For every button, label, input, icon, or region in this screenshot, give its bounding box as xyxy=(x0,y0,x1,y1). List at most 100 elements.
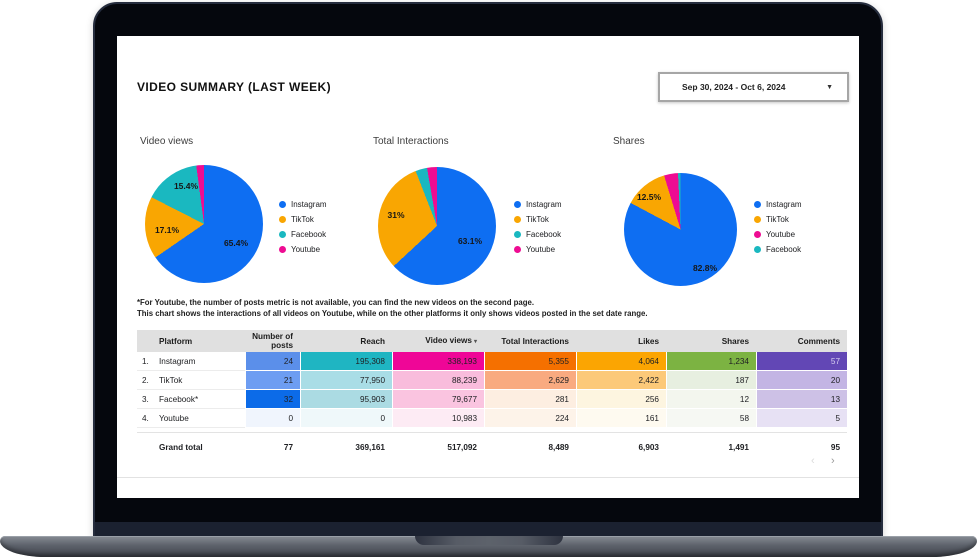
table-cell: 32 xyxy=(245,390,300,409)
table-cell: 2,422 xyxy=(576,371,666,390)
column-header-number-of-posts[interactable]: Number of posts xyxy=(252,332,293,350)
chevron-down-icon: ▼ xyxy=(826,83,833,91)
table-cell: 57 xyxy=(756,352,847,371)
chart-title-total-interactions: Total Interactions xyxy=(373,136,449,147)
legend-label: TikTok xyxy=(291,214,314,224)
legend-dot-instagram xyxy=(754,200,761,208)
next-page-icon[interactable]: › xyxy=(831,455,835,467)
pie-chart-shares xyxy=(624,173,737,286)
legend-dot-facebook xyxy=(279,230,286,238)
table-cell: 1,234 xyxy=(666,352,756,371)
table-cell: 224 xyxy=(484,409,576,428)
table-row-tiktok: 2. TikTok 21 77,950 88,239 2,629 2,422 18… xyxy=(137,371,847,390)
dashboard-screen: VIDEO SUMMARY (LAST WEEK) Sep 30, 2024 -… xyxy=(117,36,859,498)
table-cell: 24 xyxy=(245,352,300,371)
previous-page-icon[interactable]: ‹ xyxy=(811,455,815,467)
grand-total-value: 517,092 xyxy=(447,442,477,452)
column-header-reach[interactable]: Reach xyxy=(360,336,385,346)
platform-cell: 1. Instagram xyxy=(137,352,245,371)
pie2-label-tiktok: 31% xyxy=(387,210,405,220)
row-index: 1. xyxy=(142,356,149,366)
legend-dot-instagram xyxy=(279,200,286,208)
table-cell: 79,677 xyxy=(392,390,484,409)
page-divider xyxy=(117,477,859,478)
legend-label: Youtube xyxy=(526,244,556,254)
table-cell: 88,239 xyxy=(392,371,484,390)
grand-total-label: Grand total xyxy=(159,442,203,452)
legend-dot-youtube xyxy=(279,245,286,253)
column-header-comments[interactable]: Comments xyxy=(797,336,840,346)
legend-dot-facebook xyxy=(754,245,761,253)
legend-label: TikTok xyxy=(766,214,789,224)
laptop-base xyxy=(0,536,977,557)
grand-total-value: 1,491 xyxy=(728,442,750,452)
legend-dot-youtube xyxy=(514,245,521,253)
laptop-screen-bezel: VIDEO SUMMARY (LAST WEEK) Sep 30, 2024 -… xyxy=(93,2,883,538)
footnote-line-1: *For Youtube, the number of posts metric… xyxy=(137,298,534,307)
table-cell: 10,983 xyxy=(392,409,484,428)
table-row-instagram: 1. Instagram 24 195,308 338,193 5,355 4,0… xyxy=(137,352,847,371)
legend-item: Youtube xyxy=(754,229,802,239)
pie3-label-tiktok: 12.5% xyxy=(636,192,662,202)
legend-label: Youtube xyxy=(766,229,796,239)
table-cell: 12 xyxy=(666,390,756,409)
legend-item: Youtube xyxy=(514,244,562,254)
platform-cell: 3. Facebook* xyxy=(137,390,245,409)
table-cell: 4,064 xyxy=(576,352,666,371)
legend-item: Instagram xyxy=(279,199,327,209)
chart-title-video-views: Video views xyxy=(140,136,194,147)
table-cell: 338,193 xyxy=(392,352,484,371)
column-header-label: Video views xyxy=(425,335,472,345)
pie-chart-total-interactions xyxy=(378,167,496,285)
footnote-line-2: This chart shows the interactions of all… xyxy=(137,309,648,318)
legend-label: Facebook xyxy=(526,229,562,239)
row-index: 4. xyxy=(142,413,149,423)
legend-dot-instagram xyxy=(514,200,521,208)
legend-dot-tiktok xyxy=(514,215,521,223)
platform-name: Facebook* xyxy=(159,394,199,404)
table-cell: 187 xyxy=(666,371,756,390)
pie2-label-instagram: 63.1% xyxy=(457,236,483,246)
pie1-label-tiktok: 17.1% xyxy=(154,225,180,235)
legend-label: Instagram xyxy=(291,199,327,209)
row-index: 2. xyxy=(142,375,149,385)
table-cell: 21 xyxy=(245,371,300,390)
column-header-video-views[interactable]: Video views ▾ xyxy=(392,336,484,347)
table-cell: 58 xyxy=(666,409,756,428)
table-cell: 20 xyxy=(756,371,847,390)
legend-dot-tiktok xyxy=(279,215,286,223)
grand-total-value: 6,903 xyxy=(638,442,660,452)
column-header-total-interactions[interactable]: Total Interactions xyxy=(501,336,569,346)
table-cell: 77,950 xyxy=(300,371,392,390)
platform-cell: 2. TikTok xyxy=(137,371,245,390)
table-cell: 281 xyxy=(484,390,576,409)
column-header-shares[interactable]: Shares xyxy=(721,336,749,346)
table-row-facebook: 3. Facebook* 32 95,903 79,677 281 256 12 … xyxy=(137,390,847,409)
date-range-selector[interactable]: Sep 30, 2024 - Oct 6, 2024 ▼ xyxy=(658,72,849,102)
page-title: VIDEO SUMMARY (LAST WEEK) xyxy=(137,80,332,94)
legend-dot-tiktok xyxy=(754,215,761,223)
legend-dot-facebook xyxy=(514,230,521,238)
legend-item: Facebook xyxy=(279,229,327,239)
legend-label: Facebook xyxy=(766,244,802,254)
pie-chart-video-views xyxy=(145,165,263,283)
pie1-label-instagram: 65.4% xyxy=(223,238,249,248)
legend-label: Facebook xyxy=(291,229,327,239)
column-header-likes[interactable]: Likes xyxy=(638,336,659,346)
legend-item: Instagram xyxy=(754,199,802,209)
date-range-value: Sep 30, 2024 - Oct 6, 2024 xyxy=(682,82,786,92)
table-header-row: Platform Number of posts Reach Video vie… xyxy=(137,330,847,352)
table-row-youtube: 4. Youtube 0 0 10,983 224 161 58 5 xyxy=(137,409,847,428)
column-header-platform[interactable]: Platform xyxy=(159,336,193,346)
legend-dot-youtube xyxy=(754,230,761,238)
legend-shares: Instagram TikTok Youtube Facebook xyxy=(754,199,802,254)
laptop-base-notch xyxy=(414,536,563,545)
platform-name: Instagram xyxy=(159,356,196,366)
table-cell: 2,629 xyxy=(484,371,576,390)
platform-metrics-table: Platform Number of posts Reach Video vie… xyxy=(137,330,847,461)
platform-cell: 4. Youtube xyxy=(137,409,245,428)
table-cell: 195,308 xyxy=(300,352,392,371)
legend-item: TikTok xyxy=(514,214,562,224)
legend-item: Instagram xyxy=(514,199,562,209)
